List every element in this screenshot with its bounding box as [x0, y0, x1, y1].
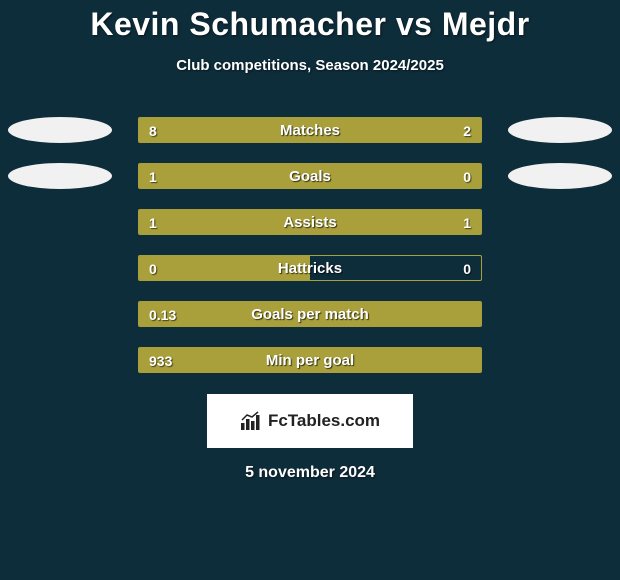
player-logo-right — [508, 117, 612, 143]
stat-value-right: 1 — [453, 210, 481, 235]
stat-row: 933Min per goal — [0, 342, 620, 388]
subtitle: Club competitions, Season 2024/2025 — [0, 57, 620, 74]
stat-bar-track: 0.13Goals per match — [138, 301, 482, 327]
stat-value-left: 0 — [139, 256, 167, 281]
stat-bar-left — [139, 164, 481, 188]
stat-value-left: 1 — [139, 164, 167, 189]
stat-value-right: 0 — [453, 164, 481, 189]
stat-row: 11Assists — [0, 204, 620, 250]
source-badge: FcTables.com — [207, 394, 413, 448]
stat-value-left: 1 — [139, 210, 167, 235]
stat-bar-left — [139, 302, 481, 326]
stat-value-left: 933 — [139, 348, 182, 373]
stat-value-right: 0 — [453, 256, 481, 281]
stat-bar-track: 11Assists — [138, 209, 482, 235]
stat-value-left: 8 — [139, 118, 167, 143]
page-title: Kevin Schumacher vs Mejdr — [0, 0, 620, 43]
chart-icon — [240, 411, 262, 431]
stat-value-left: 0.13 — [139, 302, 186, 327]
stat-bar-track: 10Goals — [138, 163, 482, 189]
player-logo-right — [508, 163, 612, 189]
source-badge-text: FcTables.com — [268, 411, 380, 431]
stat-bar-left — [139, 348, 481, 372]
stat-bar-track: 00Hattricks — [138, 255, 482, 281]
stat-value-right: 2 — [453, 118, 481, 143]
stat-bar-track: 82Matches — [138, 117, 482, 143]
stat-row: 00Hattricks — [0, 250, 620, 296]
comparison-chart: 82Matches10Goals11Assists00Hattricks0.13… — [0, 112, 620, 388]
stat-row: 0.13Goals per match — [0, 296, 620, 342]
player-logo-left — [8, 117, 112, 143]
stat-bar-track: 933Min per goal — [138, 347, 482, 373]
stat-bar-left — [139, 118, 402, 142]
date-label: 5 november 2024 — [0, 464, 620, 482]
player-logo-left — [8, 163, 112, 189]
stat-row: 10Goals — [0, 158, 620, 204]
stat-row: 82Matches — [0, 112, 620, 158]
